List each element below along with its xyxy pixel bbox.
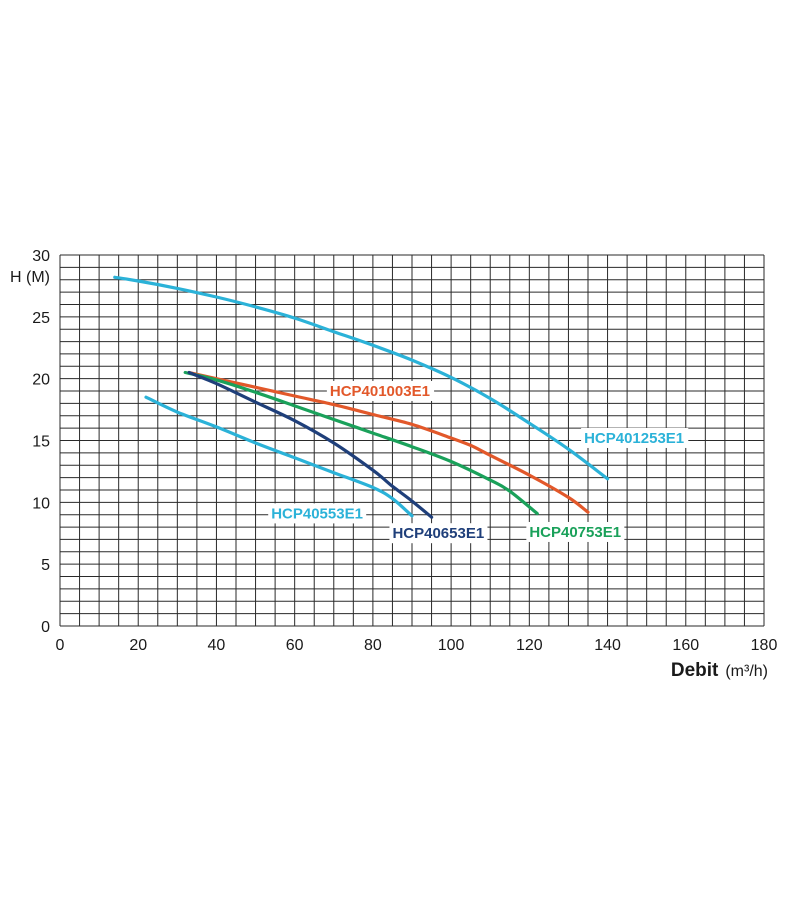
x-axis-title: Debit [671, 660, 719, 681]
series-line-hcp40653e1 [187, 370, 434, 519]
grid [59, 254, 765, 627]
x-tick-label: 160 [672, 637, 699, 654]
x-tick-label: 0 [56, 637, 65, 654]
series-label-background [268, 503, 367, 524]
series-annotations: HCP401003E1 HCP401253E1 HCP40553E1 HCP40653… [268, 380, 689, 544]
series-label-text: HCP40553E1 [271, 505, 363, 522]
series-label-text: HCP401003E1 [330, 383, 430, 400]
series-label-background [526, 521, 625, 542]
x-tick-label: 40 [208, 637, 226, 654]
series-label-hcp401003e1: HCP401003E1 [326, 380, 435, 401]
y-tick-label: 5 [41, 557, 50, 574]
series-label-hcp40753e1: HCP40753E1 [526, 521, 625, 542]
series-label-text: HCP40653E1 [392, 525, 484, 542]
x-tick-label: 60 [286, 637, 304, 654]
series-line-hcp40553e1 [144, 395, 414, 518]
x-tick-label: 100 [438, 637, 465, 654]
series-label-background [326, 380, 435, 401]
series-label-hcp40653e1: HCP40653E1 [389, 523, 488, 544]
x-tick-label: 80 [364, 637, 382, 654]
y-tick-label: 25 [32, 310, 50, 327]
series-line-hcp401253e1 [113, 275, 610, 481]
series-label-background [581, 427, 689, 448]
y-axis-title: H (M) [10, 269, 50, 286]
y-tick-label: 0 [41, 619, 50, 636]
series-line-hcp401003e1 [187, 370, 590, 514]
x-axis-unit: (m³/h) [725, 663, 768, 680]
x-tick-label: 180 [751, 637, 778, 654]
series-label-hcp401253e1: HCP401253E1 [581, 427, 689, 448]
series-label-text: HCP401253E1 [584, 430, 684, 447]
series-line-hcp40753e1 [183, 370, 539, 516]
x-tick-label: 140 [594, 637, 621, 654]
tick-labels: 0 20 40 60 80 100 120 140 160 180 0 5 10 15 20 25 30 [32, 248, 777, 654]
x-tick-label: 120 [516, 637, 543, 654]
series-label-hcp40553e1: HCP40553E1 [268, 503, 367, 524]
y-tick-label: 20 [32, 372, 50, 389]
series-label-background [389, 523, 488, 544]
series-lines [113, 275, 610, 519]
series-label-text: HCP40753E1 [529, 524, 621, 541]
x-axis-title-group: Debit (m³/h) [671, 660, 768, 681]
x-tick-label: 20 [129, 637, 147, 654]
y-tick-label: 10 [32, 495, 50, 512]
y-tick-label: 15 [32, 434, 50, 451]
y-tick-label: 30 [32, 248, 50, 265]
